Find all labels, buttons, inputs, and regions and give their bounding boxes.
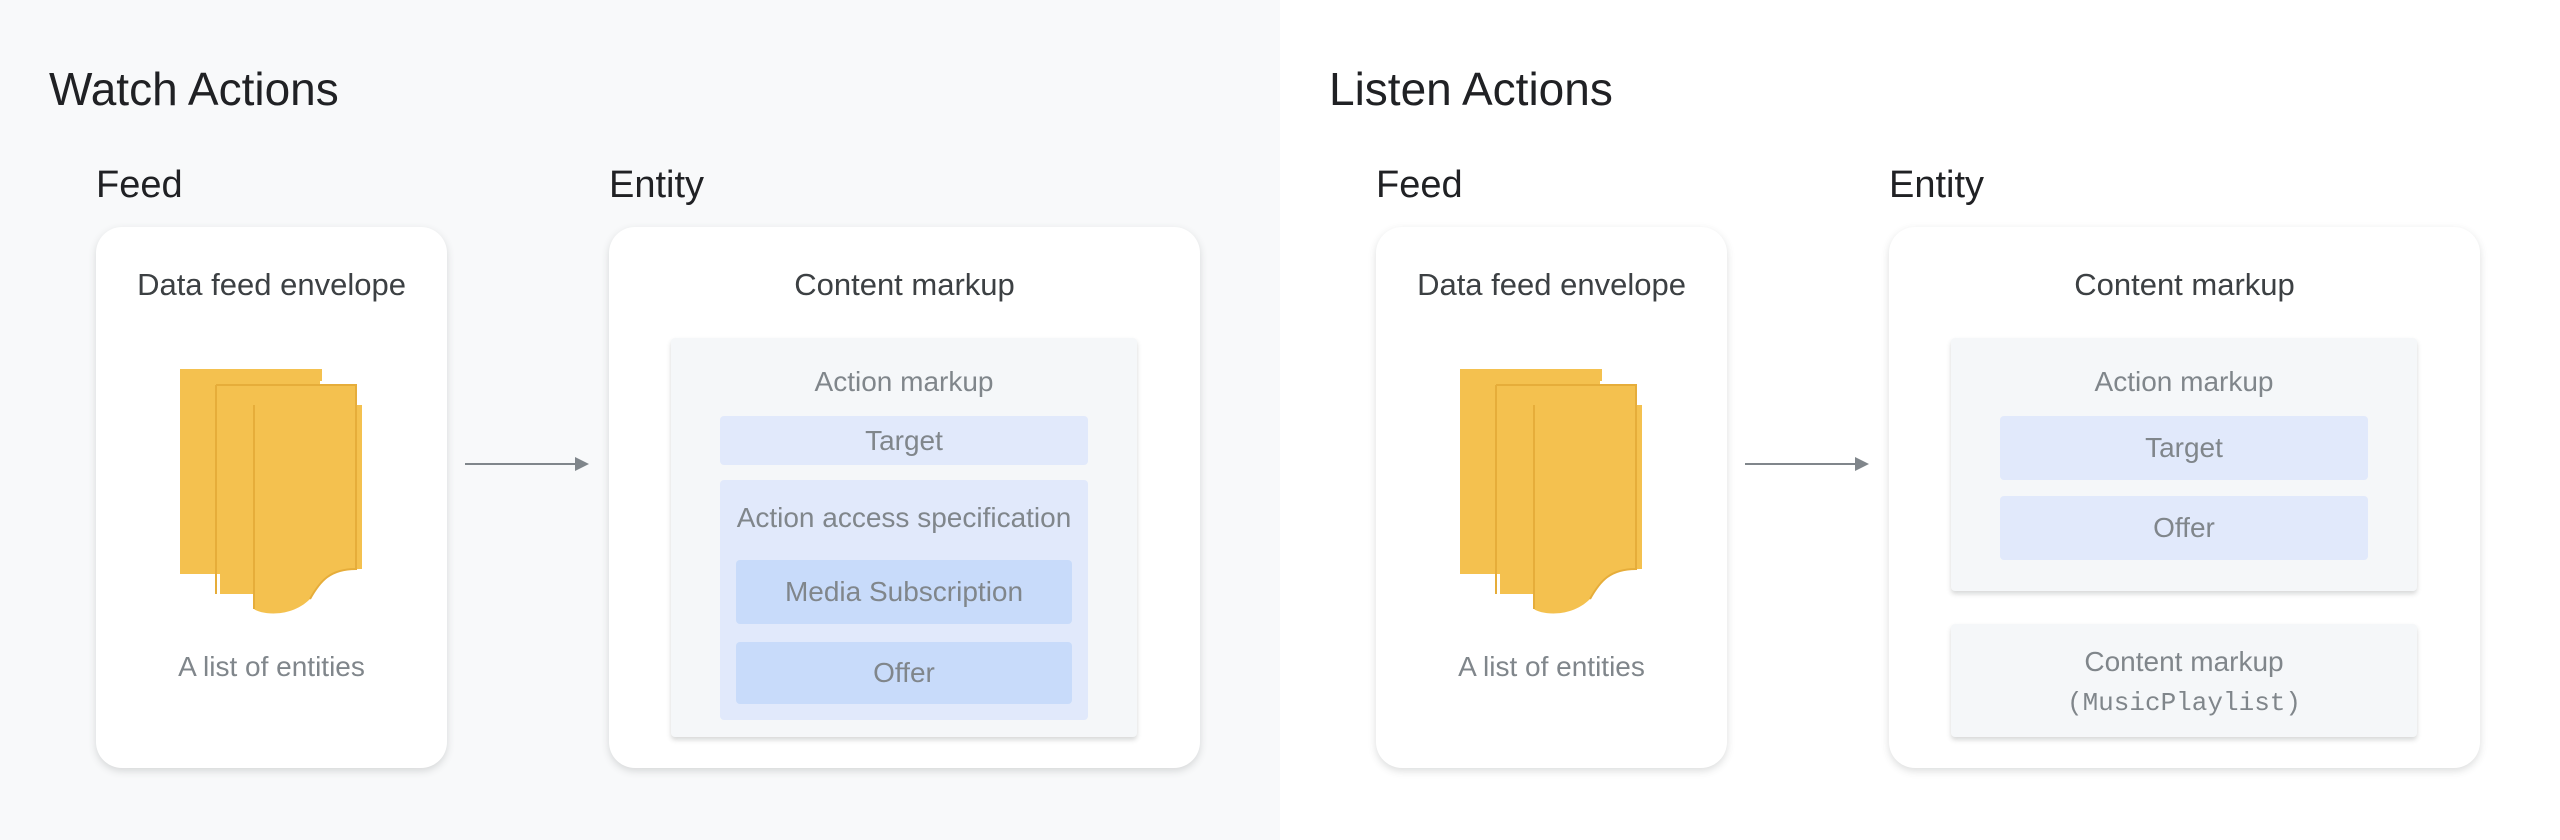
offer-box: Offer xyxy=(2000,496,2368,560)
arrow-icon xyxy=(1745,457,1869,471)
offer-box: Offer xyxy=(736,642,1072,704)
action-markup-box: Action markup Target Action access speci… xyxy=(671,338,1137,737)
action-markup-label: Action markup xyxy=(814,366,994,397)
section-title: Watch Actions xyxy=(49,63,339,115)
entity-label: Entity xyxy=(1889,164,1985,206)
feed-label: Feed xyxy=(96,164,183,206)
feed-card-title: Data feed envelope xyxy=(1417,267,1686,302)
target-box: Target xyxy=(720,416,1088,465)
documents-icon xyxy=(1460,369,1643,615)
entity-card-title: Content markup xyxy=(2074,267,2295,302)
entity-label: Entity xyxy=(609,164,705,206)
feed-card-caption: A list of entities xyxy=(178,651,365,682)
target-box: Target xyxy=(2000,416,2368,480)
media-subscription-box: Media Subscription xyxy=(736,560,1072,624)
access-spec-label: Action access specification xyxy=(736,502,1072,533)
content-type-label: (MusicPlaylist) xyxy=(2066,688,2302,718)
entity-card-title: Content markup xyxy=(794,267,1015,302)
documents-icon xyxy=(180,369,363,615)
section-title: Listen Actions xyxy=(1329,63,1613,115)
content-markup-label: Content markup xyxy=(2084,646,2284,677)
entity-card: Content markup Action markup Target Offe… xyxy=(1889,227,2480,768)
feed-card-caption: A list of entities xyxy=(1458,651,1645,682)
access-spec-box: Action access specification Media Subscr… xyxy=(720,480,1088,720)
feed-label: Feed xyxy=(1376,164,1463,206)
listen-actions-panel: Listen Actions Feed Entity Data feed env… xyxy=(1280,0,2560,840)
action-markup-label: Action markup xyxy=(2094,366,2274,397)
entity-card: Content markup Action markup Target Acti… xyxy=(609,227,1200,768)
arrow-icon xyxy=(465,457,589,471)
feed-card: Data feed envelope A list of entities xyxy=(96,227,447,768)
feed-card: Data feed envelope A list of entities xyxy=(1376,227,1727,768)
feed-card-title: Data feed envelope xyxy=(137,267,406,302)
watch-actions-panel: Watch Actions Feed Entity Data feed enve… xyxy=(49,63,1200,768)
content-markup-box: Content markup (MusicPlaylist) xyxy=(1951,624,2417,737)
action-markup-box: Action markup Target Offer xyxy=(1951,338,2417,591)
